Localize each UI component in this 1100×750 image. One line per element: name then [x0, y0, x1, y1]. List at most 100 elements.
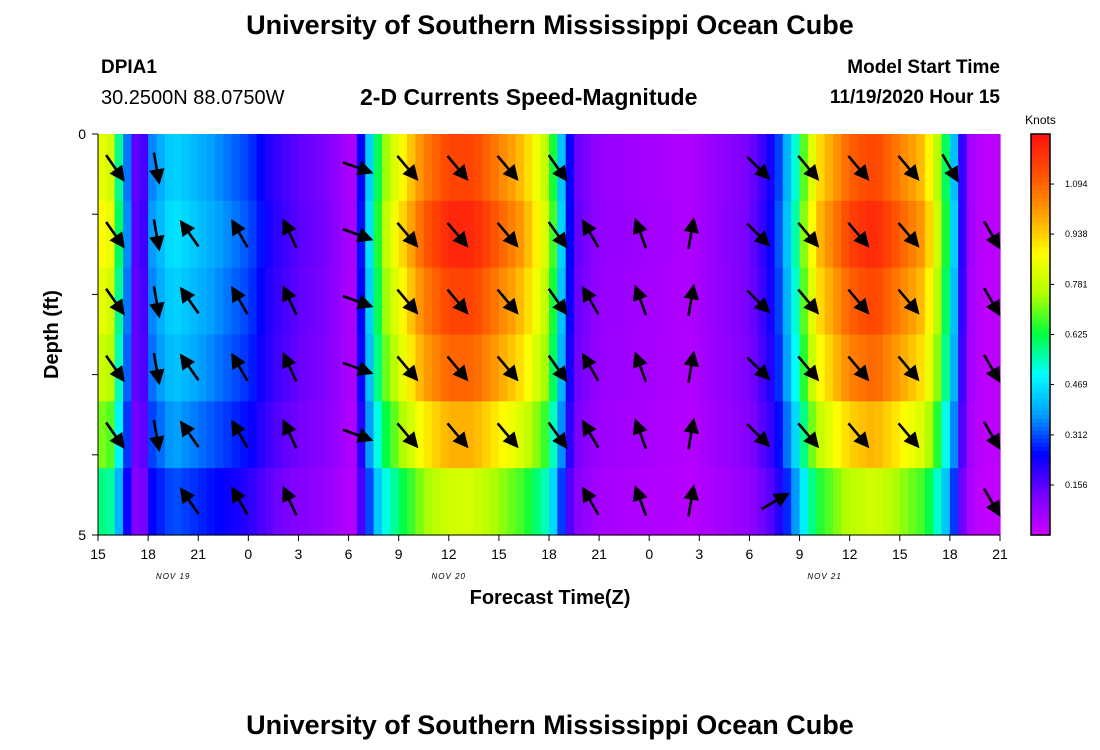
current-arrow: [897, 355, 920, 382]
heatmap-cell: [381, 134, 391, 202]
current-arrow: [982, 287, 1001, 317]
heatmap-cell: [315, 267, 325, 336]
current-arrow: [683, 484, 700, 517]
heatmap-cell: [891, 468, 901, 536]
heatmap-cell: [173, 267, 183, 336]
current-arrow: [231, 219, 249, 248]
heatmap-cell: [214, 334, 224, 402]
heatmap-cell: [732, 468, 742, 536]
colorbar-segment: [1031, 442, 1050, 448]
heatmap-cell: [298, 334, 308, 402]
heatmap-cell: [974, 200, 984, 269]
colorbar-segment: [1031, 366, 1050, 372]
heatmap-cell: [273, 401, 283, 469]
heatmap-cell: [824, 134, 834, 202]
heatmap-cell: [649, 200, 659, 269]
heatmap-cell: [933, 200, 943, 269]
heatmap-cell: [707, 468, 717, 536]
heatmap-cell: [908, 468, 918, 536]
heatmap-cell: [482, 267, 492, 336]
heatmap-cell: [699, 200, 709, 269]
heatmap-cell: [373, 134, 383, 202]
current-arrows: [105, 152, 1001, 517]
heatmap-cell: [599, 134, 609, 202]
heatmap-cell: [832, 267, 842, 336]
heatmap-cell: [248, 401, 258, 469]
station-coordinates: 30.2500N 88.0750W: [101, 87, 285, 109]
heatmap-cell: [841, 468, 851, 536]
current-arrow: [547, 288, 568, 316]
heatmap-cell: [774, 334, 784, 402]
heatmap-cell: [415, 200, 425, 269]
colorbar-segment: [1031, 330, 1050, 336]
date-label: NOV 21: [807, 572, 841, 581]
heatmap-cell: [148, 134, 158, 202]
colorbar-segment: [1031, 494, 1050, 500]
colorbar-segment: [1031, 146, 1050, 151]
colorbar-segment: [1031, 402, 1050, 408]
heatmap-cell: [523, 267, 533, 336]
heatmap-cell: [682, 401, 692, 469]
heatmap-cell: [791, 468, 801, 536]
colorbar-segment: [1031, 506, 1050, 512]
colorbar-segment: [1031, 318, 1050, 324]
heatmap-cell: [265, 468, 274, 536]
heatmap-cell: [782, 468, 792, 536]
heatmap-cell: [665, 334, 675, 402]
heatmap-cell: [824, 468, 834, 536]
heatmap-cell: [331, 468, 341, 536]
heatmap-cell: [490, 134, 500, 202]
heatmap-cell: [315, 200, 325, 269]
current-arrow: [282, 285, 298, 316]
heatmap-cell: [607, 334, 617, 402]
heatmap-cell: [273, 134, 283, 202]
current-arrow: [446, 288, 469, 315]
heatmap-cell: [741, 267, 751, 336]
x-tick-label: 21: [190, 546, 206, 562]
current-arrow: [632, 418, 648, 450]
heatmap-cell: [189, 134, 199, 202]
heatmap-cell: [273, 334, 283, 402]
x-tick-label: 3: [295, 546, 303, 562]
colorbar-segment: [1031, 194, 1050, 199]
current-arrow: [746, 222, 771, 247]
heatmap-cell: [582, 134, 592, 202]
heatmap-cell: [974, 134, 984, 202]
heatmap-cell: [883, 401, 893, 469]
colorbar-segment: [1031, 294, 1050, 300]
heatmap-cell: [532, 267, 542, 336]
heatmap-cell: [883, 334, 893, 402]
current-arrow: [342, 160, 374, 176]
heatmap-cell: [966, 401, 976, 469]
heatmap-cell: [732, 267, 742, 336]
heatmap-cell: [139, 134, 149, 202]
colorbar-tick-label: 0.312: [1065, 430, 1088, 440]
current-arrow: [632, 351, 648, 383]
heatmap-cell: [732, 401, 742, 469]
current-arrow: [149, 419, 165, 453]
current-arrow: [982, 354, 1001, 384]
y-tick-label: 5: [78, 527, 86, 543]
heatmap-cell: [148, 334, 158, 402]
heatmap-cell: [774, 134, 784, 202]
current-arrow: [179, 286, 200, 315]
date-label: NOV 19: [156, 572, 190, 581]
heatmap-cell: [674, 200, 684, 269]
current-arrow: [496, 221, 519, 248]
heatmap-cell: [348, 200, 358, 269]
colorbar-segment: [1031, 526, 1050, 532]
heatmap-cell: [966, 468, 976, 536]
heatmap-cell: [139, 468, 149, 536]
current-arrow: [760, 492, 790, 511]
colorbar-segment: [1031, 266, 1050, 271]
heatmap-cell: [966, 334, 976, 402]
current-arrow: [941, 153, 959, 183]
heatmap-cell: [615, 334, 625, 402]
current-arrow: [396, 355, 419, 382]
heatmap-cell: [490, 401, 500, 469]
colorbar-segment: [1031, 466, 1050, 472]
current-arrow: [746, 423, 771, 448]
x-tick-label: 6: [746, 546, 754, 562]
heatmap-cell: [348, 468, 358, 536]
heatmap-cell: [248, 468, 258, 536]
